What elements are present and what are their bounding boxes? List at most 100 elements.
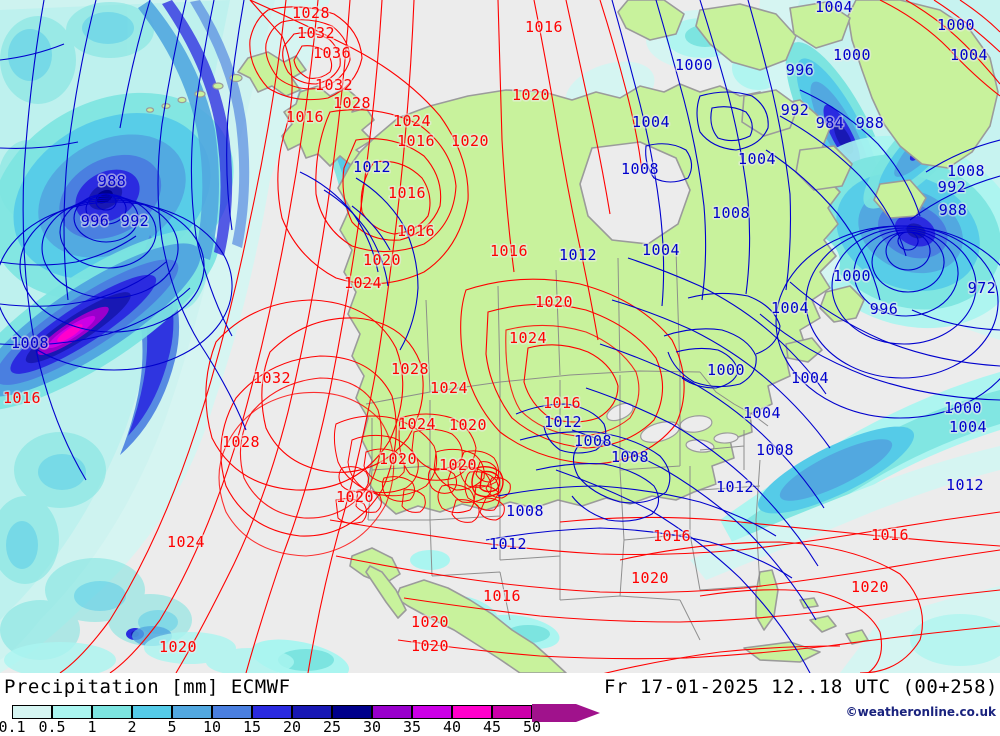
- svg-text:1008: 1008: [574, 432, 612, 450]
- isobar-label: 1024: [509, 329, 547, 347]
- svg-text:1032: 1032: [297, 24, 335, 42]
- colorbar-swatch[interactable]: [92, 705, 132, 719]
- colorbar-swatch[interactable]: [172, 705, 212, 719]
- svg-text:972: 972: [968, 279, 997, 297]
- svg-text:1024: 1024: [393, 112, 431, 130]
- isobar-label: 1016: [525, 18, 563, 36]
- great-lakes: [606, 402, 739, 453]
- landmass-layer: [145, 0, 999, 673]
- isobar-label: 1004: [771, 299, 809, 317]
- isobar-label: 1000: [937, 16, 975, 34]
- colorbar-swatch[interactable]: [252, 705, 292, 719]
- isobar-label: 1012: [489, 535, 527, 553]
- svg-text:1020: 1020: [449, 416, 487, 434]
- colorbar-swatch[interactable]: [12, 705, 52, 719]
- isobar-label: 1016: [397, 132, 435, 150]
- copyright-credit: ©weatheronline.co.uk: [845, 705, 996, 719]
- svg-text:1008: 1008: [621, 160, 659, 178]
- svg-text:1016: 1016: [3, 389, 41, 407]
- svg-text:1020: 1020: [851, 578, 889, 596]
- svg-text:1016: 1016: [490, 242, 528, 260]
- colorbar-swatch[interactable]: [372, 705, 412, 719]
- colorbar-overflow-arrow: [532, 704, 600, 722]
- svg-text:1016: 1016: [483, 587, 521, 605]
- isobar-label: 1000: [707, 361, 745, 379]
- colorbar-tick: 2: [127, 718, 137, 736]
- svg-text:1020: 1020: [411, 637, 449, 655]
- svg-text:1004: 1004: [950, 46, 988, 64]
- precipitation-colorbar[interactable]: [12, 705, 532, 719]
- colorbar-swatch[interactable]: [52, 705, 92, 719]
- isobar-label: 1020: [535, 293, 573, 311]
- svg-text:1032: 1032: [315, 76, 353, 94]
- svg-text:1020: 1020: [512, 86, 550, 104]
- svg-text:1012: 1012: [544, 413, 582, 431]
- isobar-label: 1000: [675, 56, 713, 74]
- svg-text:1000: 1000: [707, 361, 745, 379]
- isobar-label: 972: [968, 279, 997, 297]
- isobar-label: 1004: [791, 369, 829, 387]
- isobar-label: 1012: [353, 158, 391, 176]
- colorbar-tick: 30: [362, 718, 382, 736]
- isobar-label: 1020: [451, 132, 489, 150]
- svg-text:1020: 1020: [363, 251, 401, 269]
- svg-text:992: 992: [121, 212, 150, 230]
- legend-footer: Precipitation [mm] ECMWF Fr 17-01-2025 1…: [0, 673, 1000, 733]
- colorbar-tick: 40: [442, 718, 462, 736]
- colorbar-swatch[interactable]: [132, 705, 172, 719]
- svg-text:1016: 1016: [543, 394, 581, 412]
- isobar-label: 1020: [439, 456, 477, 474]
- svg-text:1008: 1008: [712, 204, 750, 222]
- isobar-label-group: 1028102810321032103610361032103210281028…: [1, 0, 997, 658]
- svg-text:1016: 1016: [397, 222, 435, 240]
- isobar-label: 1032: [315, 76, 353, 94]
- isobar-label: 996: [81, 212, 110, 230]
- colorbar-swatch[interactable]: [212, 705, 252, 719]
- svg-text:1004: 1004: [791, 369, 829, 387]
- isobar-label: 1008: [506, 502, 544, 520]
- colorbar-swatch[interactable]: [332, 705, 372, 719]
- isobar-label: 1016: [483, 587, 521, 605]
- isobar-label: 992: [938, 178, 967, 196]
- colorbar-tick: 50: [522, 718, 542, 736]
- svg-text:1012: 1012: [489, 535, 527, 553]
- colorbar-tick: 1: [87, 718, 97, 736]
- colorbar-swatch[interactable]: [492, 705, 532, 719]
- isobar-label: 1028: [222, 433, 260, 451]
- page-title: Precipitation [mm] ECMWF: [4, 676, 291, 698]
- hudson-bay: [579, 141, 691, 245]
- isobar-label: 1020: [379, 450, 417, 468]
- isobar-label: 1020: [449, 416, 487, 434]
- isobar-label: 1028: [391, 360, 429, 378]
- isobar-label: 1008: [947, 162, 985, 180]
- isobar-label: 1016: [388, 184, 426, 202]
- map-svg: 1028102810321032103610361032103210281028…: [0, 0, 1000, 673]
- svg-text:1008: 1008: [611, 448, 649, 466]
- isobar-label: 1024: [344, 274, 382, 292]
- isobar-label: 1012: [544, 413, 582, 431]
- svg-text:1024: 1024: [344, 274, 382, 292]
- svg-text:1016: 1016: [388, 184, 426, 202]
- svg-text:984: 984: [816, 114, 845, 132]
- svg-text:992: 992: [781, 101, 810, 119]
- isobar-label: 1000: [944, 399, 982, 417]
- svg-text:1004: 1004: [642, 241, 680, 259]
- isobar-label: 1032: [253, 369, 291, 387]
- isobar-label: 1020: [159, 638, 197, 656]
- colorbar-swatch[interactable]: [452, 705, 492, 719]
- svg-text:1016: 1016: [871, 526, 909, 544]
- isobar-label: 988: [939, 201, 968, 219]
- isobar-label: 1008: [574, 432, 612, 450]
- svg-text:1000: 1000: [937, 16, 975, 34]
- colorbar-swatch[interactable]: [292, 705, 332, 719]
- svg-text:1020: 1020: [535, 293, 573, 311]
- svg-text:1012: 1012: [946, 476, 984, 494]
- svg-text:996: 996: [81, 212, 110, 230]
- svg-text:1000: 1000: [833, 267, 871, 285]
- colorbar-tick: 5: [167, 718, 177, 736]
- map-canvas[interactable]: 1028 1028 1032 1032 1036 1036 1032 1032 1028 1028…: [0, 0, 1000, 673]
- isobar-label: 1036: [313, 44, 351, 62]
- isobar-label: 1016: [397, 222, 435, 240]
- colorbar-swatch[interactable]: [412, 705, 452, 719]
